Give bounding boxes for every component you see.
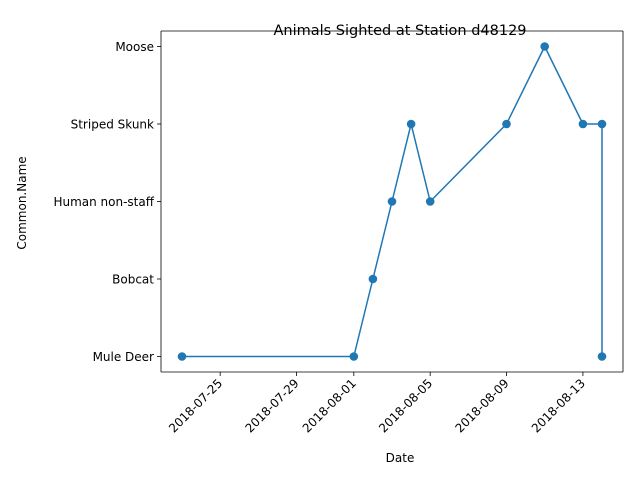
y-tick-label: Striped Skunk — [71, 118, 154, 132]
x-tick-label: 2018-08-09 — [452, 376, 511, 435]
data-point — [177, 352, 187, 361]
y-tick-label: Moose — [115, 40, 154, 54]
data-point — [387, 197, 397, 206]
y-axis-label: Common.Name — [15, 156, 29, 249]
x-tick-label: 2018-08-01 — [300, 376, 359, 435]
y-tick-label: Bobcat — [112, 273, 154, 287]
data-point — [540, 42, 549, 51]
data-point — [406, 119, 416, 129]
x-tick-label: 2018-08-13 — [529, 376, 588, 435]
data-point — [597, 119, 607, 129]
y-tick-label: Human non-staff — [53, 195, 154, 209]
data-point — [368, 274, 378, 284]
y-tick-label: Mule Deer — [93, 350, 154, 364]
x-axis-label: Date — [386, 451, 415, 465]
x-tick-label: 2018-08-05 — [376, 376, 435, 435]
x-tick-label: 2018-07-29 — [242, 376, 301, 435]
plot-area: Mule Deer Bobcat Human non-staff Striped Sk… — [53, 30, 624, 435]
data-point — [597, 352, 607, 361]
x-tick-label: 2018-07-25 — [166, 376, 225, 435]
data-point — [578, 119, 588, 129]
data-point — [349, 352, 359, 361]
data-point — [425, 197, 435, 206]
data-point — [502, 119, 511, 129]
